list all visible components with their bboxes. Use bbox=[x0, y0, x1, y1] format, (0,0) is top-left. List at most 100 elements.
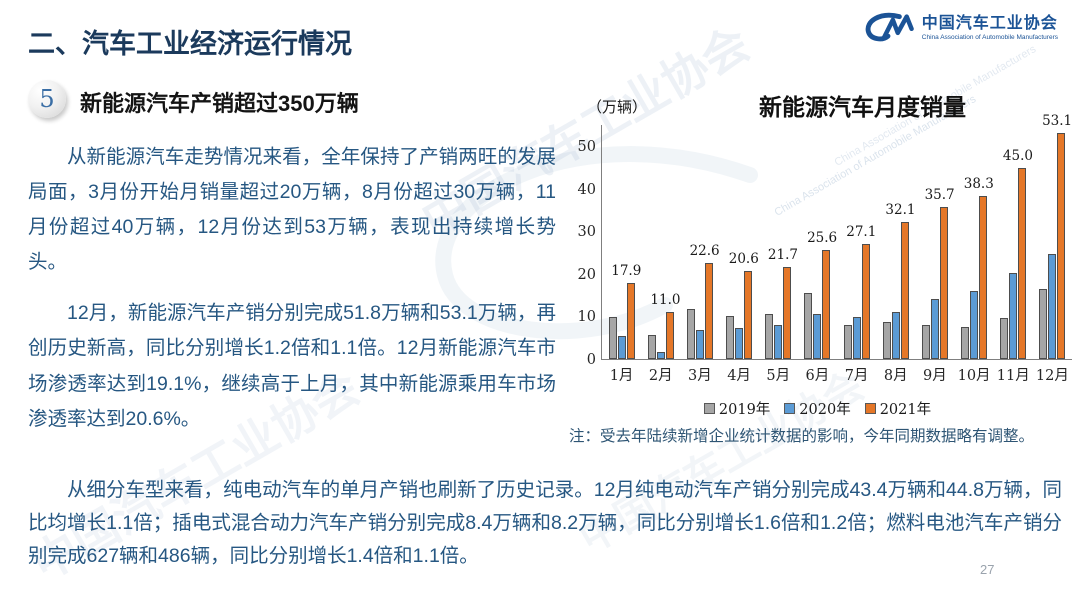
data-label-2021年-3月: 22.6 bbox=[689, 242, 720, 259]
bar-group-1月: 17.9 1月 bbox=[602, 125, 642, 384]
x-axis-tick-label: 7月 bbox=[844, 368, 869, 384]
bar-2019年-9月 bbox=[921, 324, 930, 359]
data-label-2021年-1月: 17.9 bbox=[611, 262, 642, 279]
x-axis-tick-label: 4月 bbox=[727, 368, 751, 384]
x-axis-tick-label: 12月 bbox=[1035, 368, 1069, 384]
bar-2021年-11月 bbox=[1018, 167, 1027, 359]
bar-2020年-2月 bbox=[656, 351, 665, 359]
bar-2021年-5月 bbox=[783, 266, 792, 359]
left-text-column: 从新能源汽车走势情况来看，全年保持了产销两旺的发展局面，3月份开始月销量超过20… bbox=[28, 140, 556, 437]
section-number-badge: 5 bbox=[28, 80, 66, 118]
bar-2020年-4月 bbox=[735, 327, 744, 359]
x-axis-tick-label: 1月 bbox=[609, 368, 634, 384]
bar-2019年-7月 bbox=[843, 324, 852, 359]
data-label-2021年-12月: 53.1 bbox=[1042, 113, 1073, 130]
data-label-2021年-4月: 20.6 bbox=[728, 251, 759, 268]
bar-group-3月: 22.6 3月 bbox=[680, 125, 720, 384]
bar-2021年-2月 bbox=[665, 312, 674, 359]
legend-item-2020年: 2020年 bbox=[784, 398, 851, 419]
bar-2020年-1月 bbox=[617, 336, 626, 359]
legend-label: 2021年 bbox=[879, 402, 932, 418]
legend-swatch bbox=[784, 403, 796, 414]
bar-2020年-7月 bbox=[852, 316, 861, 359]
bar-2020年-6月 bbox=[813, 314, 822, 359]
bar-2021年-10月 bbox=[979, 196, 988, 359]
bar-2019年-1月 bbox=[608, 317, 617, 359]
bar-2020年-10月 bbox=[970, 290, 979, 359]
bar-2021年-12月 bbox=[1057, 133, 1066, 359]
x-axis-tick-label: 9月 bbox=[923, 368, 947, 384]
data-label-2021年-5月: 21.7 bbox=[767, 246, 798, 263]
legend-swatch bbox=[703, 403, 715, 414]
y-axis-tick-label: 0 bbox=[586, 352, 596, 368]
caam-logo-text: 中国汽车工业协会 China Association of Automobile… bbox=[922, 15, 1058, 42]
paragraph-vehicle-segments: 从细分车型来看，纯电动汽车的单月产销也刷新了历史记录。12月纯电动汽车产销分别完… bbox=[28, 479, 1062, 568]
bar-2019年-4月 bbox=[726, 316, 735, 359]
chart-note: 注：受去年陆续新增企业统计数据的影响，今年同期数据略有调整。 bbox=[569, 427, 1035, 445]
bar-group-9月: 35.7 9月 bbox=[915, 125, 955, 384]
caam-logo-icon bbox=[865, 13, 914, 42]
bar-group-7月: 27.1 7月 bbox=[837, 125, 877, 384]
x-axis-tick-label: 8月 bbox=[883, 368, 908, 384]
legend-swatch bbox=[864, 403, 876, 414]
bar-2020年-11月 bbox=[1009, 273, 1018, 359]
bar-2019年-3月 bbox=[686, 308, 695, 359]
bar-2021年-3月 bbox=[704, 262, 713, 359]
chart-unit-label: （万辆） bbox=[587, 98, 648, 116]
bar-2019年-8月 bbox=[882, 322, 891, 359]
page-title: 二、汽车工业经济运行情况 bbox=[28, 29, 352, 59]
chart-title: 新能源汽车月度销量 bbox=[759, 94, 966, 121]
bar-2021年-6月 bbox=[822, 250, 831, 359]
bar-2021年-7月 bbox=[861, 243, 870, 359]
x-axis-tick-label: 2月 bbox=[648, 368, 673, 384]
data-label-2021年-8月: 32.1 bbox=[885, 202, 916, 219]
data-label-2021年-6月: 25.6 bbox=[807, 230, 838, 247]
data-label-2021年-7月: 27.1 bbox=[846, 223, 877, 240]
data-label-2021年-9月: 35.7 bbox=[924, 187, 955, 204]
bar-2019年-6月 bbox=[804, 293, 813, 359]
bar-2020年-9月 bbox=[930, 299, 939, 359]
y-axis-tick-label: 50 bbox=[577, 139, 596, 156]
page-number: 27 bbox=[980, 562, 995, 577]
bar-2019年-5月 bbox=[765, 313, 774, 359]
bar-2019年-12月 bbox=[1039, 288, 1048, 359]
bar-group-10月: 38.3 10月 bbox=[955, 125, 994, 384]
bar-2021年-4月 bbox=[744, 271, 753, 359]
bar-2020年-5月 bbox=[774, 324, 783, 359]
bar-group-6月: 25.6 6月 bbox=[798, 125, 838, 384]
chart-legend: 2019年 2020年 2021年 bbox=[565, 398, 1070, 419]
data-label-2021年-2月: 11.0 bbox=[650, 292, 681, 309]
x-axis-tick-label: 10月 bbox=[957, 368, 991, 384]
paragraph-yearly-trend: 从新能源汽车走势情况来看，全年保持了产销两旺的发展局面，3月份开始月销量超过20… bbox=[28, 146, 556, 274]
bar-2019年-2月 bbox=[647, 335, 656, 359]
bar-group-12月: 53.1 12月 bbox=[1033, 113, 1072, 384]
bar-group-11月: 45.0 11月 bbox=[994, 125, 1033, 384]
legend-item-2021年: 2021年 bbox=[864, 398, 932, 419]
x-axis-tick-label: 3月 bbox=[688, 368, 712, 384]
y-axis-tick-label: 10 bbox=[577, 309, 596, 326]
logo-name-cn: 中国汽车工业协会 bbox=[921, 14, 1058, 32]
bar-group-4月: 20.6 4月 bbox=[720, 125, 759, 384]
bar-2020年-12月 bbox=[1048, 253, 1057, 359]
bar-2019年-10月 bbox=[961, 326, 970, 359]
y-axis-tick-label: 20 bbox=[577, 266, 596, 283]
y-axis-tick-label: 40 bbox=[577, 181, 596, 198]
section-heading: 新能源汽车产销超过350万辆 bbox=[80, 91, 359, 116]
x-axis-tick-label: 6月 bbox=[805, 368, 830, 384]
bar-group-5月: 21.7 5月 bbox=[759, 125, 798, 384]
logo-name-en: China Association of Automobile Manufact… bbox=[921, 34, 1058, 42]
data-label-2021年-10月: 38.3 bbox=[963, 176, 994, 193]
legend-label: 2020年 bbox=[799, 402, 851, 418]
bar-group-8月: 32.1 8月 bbox=[876, 125, 916, 384]
bar-2019年-11月 bbox=[1000, 318, 1009, 359]
bar-2020年-3月 bbox=[695, 329, 704, 359]
bar-2021年-9月 bbox=[939, 207, 948, 359]
chart-plot-area: 0 10 20 30 40 50 17.9 1月 11.0 2月 22.6 3月 20.6 4月 21.7 5… bbox=[578, 113, 1073, 384]
bar-group-2月: 11.0 2月 bbox=[641, 125, 681, 384]
bar-2021年-1月 bbox=[626, 282, 635, 359]
x-axis-tick-label: 5月 bbox=[766, 368, 791, 384]
bar-2021年-8月 bbox=[900, 222, 909, 359]
legend-label: 2019年 bbox=[718, 402, 771, 418]
paragraph-december-records: 12月，新能源汽车产销分别完成51.8万辆和53.1万辆，再创历史新高，同比分别… bbox=[28, 302, 556, 430]
